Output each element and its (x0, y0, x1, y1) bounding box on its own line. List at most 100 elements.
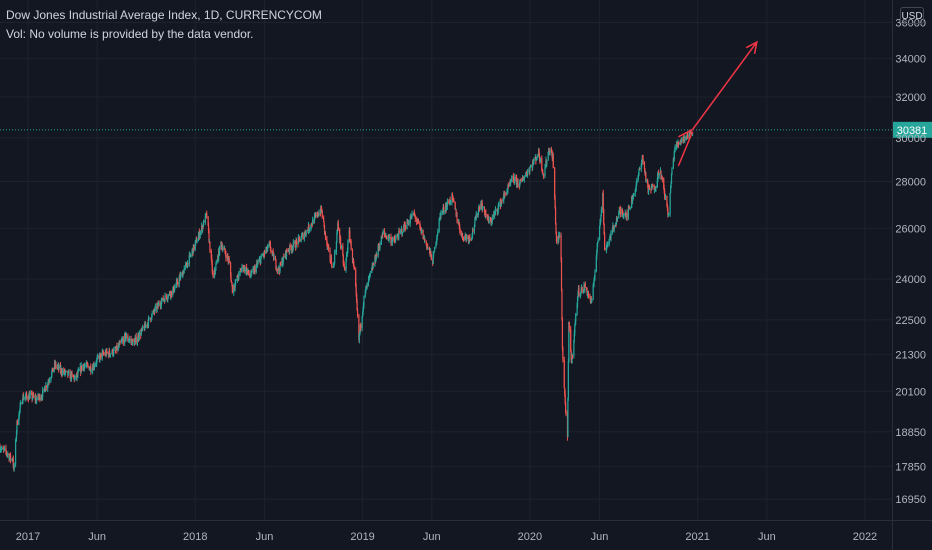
candle-body (398, 231, 400, 232)
candle-body (607, 244, 609, 245)
candle-body (520, 179, 522, 181)
candle-body (600, 214, 602, 219)
candle-body (176, 280, 178, 284)
candle-body (570, 329, 572, 352)
candle-body (642, 158, 644, 162)
candle-body (29, 393, 31, 395)
pennant-lower-line[interactable] (677, 131, 694, 167)
candle-body (124, 333, 127, 340)
candle-body (421, 229, 423, 234)
candle-body (376, 254, 378, 256)
candle-body (529, 167, 531, 172)
candle-body (541, 158, 543, 171)
candle-body (477, 208, 480, 213)
time-axis[interactable]: 2017 Jun 2018 Jun 2019 Jun 2020 Jun 2021 Jun 2022 (0, 520, 932, 544)
candle-body (180, 273, 182, 275)
candle-body (172, 289, 174, 295)
candle-body (401, 229, 403, 234)
candle-body (183, 267, 185, 271)
x-tick-label: 2020 (518, 531, 542, 543)
x-tick-label: Jun (591, 531, 609, 543)
candle-body (42, 388, 44, 391)
candle-body (71, 373, 73, 375)
x-tick-label: Jun (256, 531, 274, 543)
candle-body (77, 370, 79, 372)
candle-body (353, 263, 355, 267)
candle-body (661, 177, 663, 179)
candle-body (462, 237, 465, 241)
candle-body (125, 338, 127, 340)
x-tick-label: Jun (423, 531, 441, 543)
candle-body (366, 282, 368, 288)
candle-body (636, 180, 638, 185)
candle-body (315, 215, 317, 217)
candle-body (335, 241, 338, 253)
candle-body (295, 240, 298, 243)
x-tick-label: 2018 (183, 531, 207, 543)
candle-body (570, 351, 572, 361)
x-tick-label: 2017 (16, 531, 40, 543)
candle-body (560, 235, 562, 259)
candle-body (510, 178, 513, 182)
candle-body (214, 270, 217, 272)
candle-body (137, 335, 140, 340)
pennant-upper-line[interactable] (678, 128, 693, 138)
target-arrow-line[interactable] (692, 41, 758, 130)
candle-body (433, 247, 436, 252)
candle-body (323, 216, 325, 222)
price-axis[interactable]: 16950 17850 18850 20100 21300 22500 24000 26000… (892, 0, 927, 550)
candle-body (25, 393, 28, 397)
candle-body (454, 202, 456, 210)
candle-body (371, 267, 373, 273)
candle-body (317, 212, 319, 217)
candle-body (244, 267, 246, 272)
candle-body (199, 231, 201, 235)
candle-body (225, 254, 227, 259)
candle-body (456, 214, 458, 220)
candle-body (79, 369, 81, 371)
candle-body (565, 402, 567, 413)
candle-body (231, 282, 233, 285)
candle-body (620, 209, 622, 214)
candle-body (222, 248, 224, 250)
candle-body (687, 138, 689, 139)
candle-body (546, 160, 548, 164)
candle-body (106, 350, 108, 353)
candle-body (507, 185, 509, 187)
candle-body (197, 235, 200, 242)
candle-body (683, 136, 685, 141)
candle-body (538, 149, 540, 156)
candle-body (175, 281, 178, 286)
candle-body (356, 301, 358, 310)
candle-body (336, 233, 338, 242)
currency-button[interactable]: USD (900, 7, 924, 24)
candle-body (406, 220, 408, 229)
candle-body (116, 345, 118, 351)
candle-body (99, 354, 101, 360)
candle-body (576, 296, 579, 306)
candle-body (72, 374, 74, 377)
candle-body (640, 165, 642, 169)
candle-body (616, 218, 619, 222)
candle-body (50, 377, 52, 381)
candle-body (167, 294, 169, 298)
candle-body (113, 349, 115, 355)
candle-body (254, 267, 256, 273)
candle-body (595, 256, 597, 272)
candle-body (645, 173, 647, 181)
candle-body (389, 236, 391, 238)
candle-body (90, 371, 92, 373)
candle-body (330, 257, 333, 265)
candle-body (136, 339, 139, 343)
candle-body (575, 313, 577, 322)
arrow-head-icon[interactable] (745, 40, 758, 55)
candle-body (101, 352, 103, 358)
drawing-tools[interactable] (677, 40, 758, 167)
x-tick-label: Jun (88, 531, 106, 543)
candle-body (289, 244, 291, 248)
candle-body (491, 217, 493, 222)
candle-body (170, 291, 173, 295)
x-tick-label: 2022 (853, 531, 877, 543)
